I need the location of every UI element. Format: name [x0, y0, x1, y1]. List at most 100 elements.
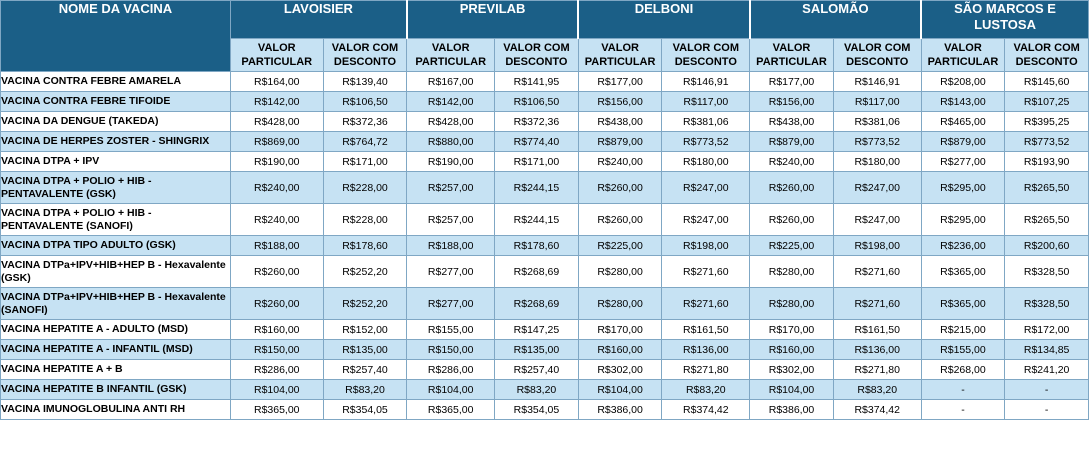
valor-desconto-cell: R$136,00 [832, 339, 922, 360]
valor-particular-cell: R$156,00 [749, 91, 834, 112]
valor-particular-cell: R$295,00 [920, 171, 1006, 204]
valor-particular-cell: R$260,00 [229, 255, 324, 288]
valor-desconto-cell: - [1004, 379, 1089, 400]
valor-particular-cell: R$177,00 [577, 71, 663, 92]
vaccine-name-cell: VACINA HEPATITE A + B [0, 359, 231, 380]
valor-particular-cell: R$295,00 [920, 203, 1006, 236]
valor-particular-cell: R$880,00 [406, 131, 496, 152]
valor-desconto-cell: R$83,20 [661, 379, 751, 400]
valor-desconto-cell: R$247,00 [832, 171, 922, 204]
table-row: VACINA CONTRA FEBRE AMARELA R$164,00 R$139… [0, 71, 1089, 92]
valor-particular-cell: R$280,00 [749, 255, 834, 288]
valor-desconto-cell: R$271,60 [832, 287, 922, 320]
vaccine-name-cell: VACINA DTPa+IPV+HIB+HEP B - Hexavalente … [0, 287, 231, 320]
valor-particular-cell: R$365,00 [229, 399, 324, 420]
valor-desconto-cell: R$83,20 [832, 379, 922, 400]
valor-desconto-cell: R$146,91 [832, 71, 922, 92]
valor-particular-cell: R$225,00 [749, 235, 834, 256]
valor-particular-cell: R$160,00 [577, 339, 663, 360]
valor-desconto-cell: R$193,90 [1004, 151, 1089, 172]
valor-desconto-cell: R$145,60 [1004, 71, 1089, 92]
valor-particular-cell: R$302,00 [577, 359, 663, 380]
valor-particular-cell: R$143,00 [920, 91, 1006, 112]
valor-particular-header: VALOR PARTICULAR [749, 38, 834, 72]
valor-desconto-cell: R$244,15 [494, 171, 579, 204]
valor-desconto-cell: R$147,25 [494, 319, 579, 340]
valor-particular-header: VALOR PARTICULAR [920, 38, 1006, 72]
vaccine-name-cell: VACINA DA DENGUE (TAKEDA) [0, 111, 231, 132]
valor-desconto-cell: R$198,00 [661, 235, 751, 256]
valor-desconto-cell: R$271,80 [661, 359, 751, 380]
valor-particular-cell: R$277,00 [406, 287, 496, 320]
valor-particular-cell: R$236,00 [920, 235, 1006, 256]
valor-particular-cell: R$208,00 [920, 71, 1006, 92]
valor-desconto-cell: R$328,50 [1004, 255, 1089, 288]
table-row: VACINA DTPA + IPV R$190,00 R$171,00 R$190,0… [0, 151, 1089, 172]
vaccine-name-cell: VACINA DTPA + POLIO + HIB - PENTAVALENTE… [0, 203, 231, 236]
valor-desconto-cell: R$257,40 [322, 359, 408, 380]
valor-desconto-cell: R$773,52 [1004, 131, 1089, 152]
valor-particular-cell: R$155,00 [920, 339, 1006, 360]
valor-particular-cell: R$386,00 [577, 399, 663, 420]
valor-particular-cell: R$240,00 [749, 151, 834, 172]
valor-desconto-cell: R$252,20 [322, 287, 408, 320]
valor-particular-cell: R$365,00 [920, 287, 1006, 320]
vaccine-name-cell: VACINA CONTRA FEBRE TIFOIDE [0, 91, 231, 112]
valor-particular-cell: R$280,00 [577, 255, 663, 288]
vaccine-name-cell: VACINA DTPA + IPV [0, 151, 231, 172]
valor-desconto-cell: R$107,25 [1004, 91, 1089, 112]
valor-desconto-cell: R$178,60 [494, 235, 579, 256]
valor-desconto-cell: R$268,69 [494, 255, 579, 288]
valor-desconto-cell: R$135,00 [494, 339, 579, 360]
valor-desconto-cell: R$136,00 [661, 339, 751, 360]
valor-desconto-cell: R$180,00 [832, 151, 922, 172]
vaccine-name-cell: VACINA CONTRA FEBRE AMARELA [0, 71, 231, 92]
valor-particular-cell: R$150,00 [406, 339, 496, 360]
valor-com-desconto-header: VALOR COM DESCONTO [322, 38, 408, 72]
vaccine-name-cell: VACINA DTPA TIPO ADULTO (GSK) [0, 235, 231, 256]
valor-particular-cell: R$260,00 [749, 171, 834, 204]
valor-desconto-cell: R$372,36 [494, 111, 579, 132]
table-row: VACINA HEPATITE B INFANTIL (GSK) R$104,00… [0, 379, 1089, 400]
valor-desconto-cell: R$135,00 [322, 339, 408, 360]
vaccine-name-cell: VACINA IMUNOGLOBULINA ANTI RH [0, 399, 231, 420]
valor-com-desconto-header: VALOR COM DESCONTO [832, 38, 922, 72]
lab-header-sao-marcos-lustosa: SÃO MARCOS E LUSTOSA [920, 0, 1090, 39]
valor-desconto-cell: R$172,00 [1004, 319, 1089, 340]
vaccine-name-header: NOME DA VACINA [0, 0, 231, 72]
valor-desconto-cell: R$374,42 [661, 399, 751, 420]
valor-particular-cell: R$104,00 [577, 379, 663, 400]
table-row: VACINA DE HERPES ZOSTER - SHINGRIX R$869,… [0, 131, 1089, 152]
valor-particular-cell: R$286,00 [229, 359, 324, 380]
valor-desconto-cell: - [1004, 399, 1089, 420]
valor-particular-cell: R$170,00 [577, 319, 663, 340]
valor-desconto-cell: R$171,00 [494, 151, 579, 172]
valor-particular-cell: R$465,00 [920, 111, 1006, 132]
table-row: VACINA DTPA + POLIO + HIB - PENTAVALENTE… [0, 203, 1089, 236]
valor-particular-cell: R$257,00 [406, 203, 496, 236]
valor-desconto-cell: R$171,00 [322, 151, 408, 172]
valor-desconto-cell: R$381,06 [832, 111, 922, 132]
valor-desconto-cell: R$134,85 [1004, 339, 1089, 360]
valor-desconto-cell: R$374,42 [832, 399, 922, 420]
valor-particular-cell: R$164,00 [229, 71, 324, 92]
valor-desconto-cell: R$161,50 [661, 319, 751, 340]
valor-particular-cell: R$879,00 [920, 131, 1006, 152]
table-row: VACINA DTPA TIPO ADULTO (GSK) R$188,00 R$1… [0, 235, 1089, 256]
valor-particular-header: VALOR PARTICULAR [229, 38, 324, 72]
valor-desconto-cell: R$241,20 [1004, 359, 1089, 380]
valor-desconto-cell: R$106,50 [494, 91, 579, 112]
valor-particular-cell: R$302,00 [749, 359, 834, 380]
valor-particular-cell: R$365,00 [406, 399, 496, 420]
valor-particular-cell: R$150,00 [229, 339, 324, 360]
valor-particular-header: VALOR PARTICULAR [577, 38, 663, 72]
valor-desconto-cell: R$117,00 [661, 91, 751, 112]
valor-desconto-cell: R$228,00 [322, 171, 408, 204]
valor-particular-cell: R$428,00 [229, 111, 324, 132]
valor-desconto-cell: R$257,40 [494, 359, 579, 380]
valor-particular-cell: - [920, 399, 1006, 420]
table-row: VACINA CONTRA FEBRE TIFOIDE R$142,00 R$106… [0, 91, 1089, 112]
valor-desconto-cell: R$244,15 [494, 203, 579, 236]
valor-desconto-cell: R$773,52 [832, 131, 922, 152]
valor-com-desconto-header: VALOR COM DESCONTO [1004, 38, 1089, 72]
